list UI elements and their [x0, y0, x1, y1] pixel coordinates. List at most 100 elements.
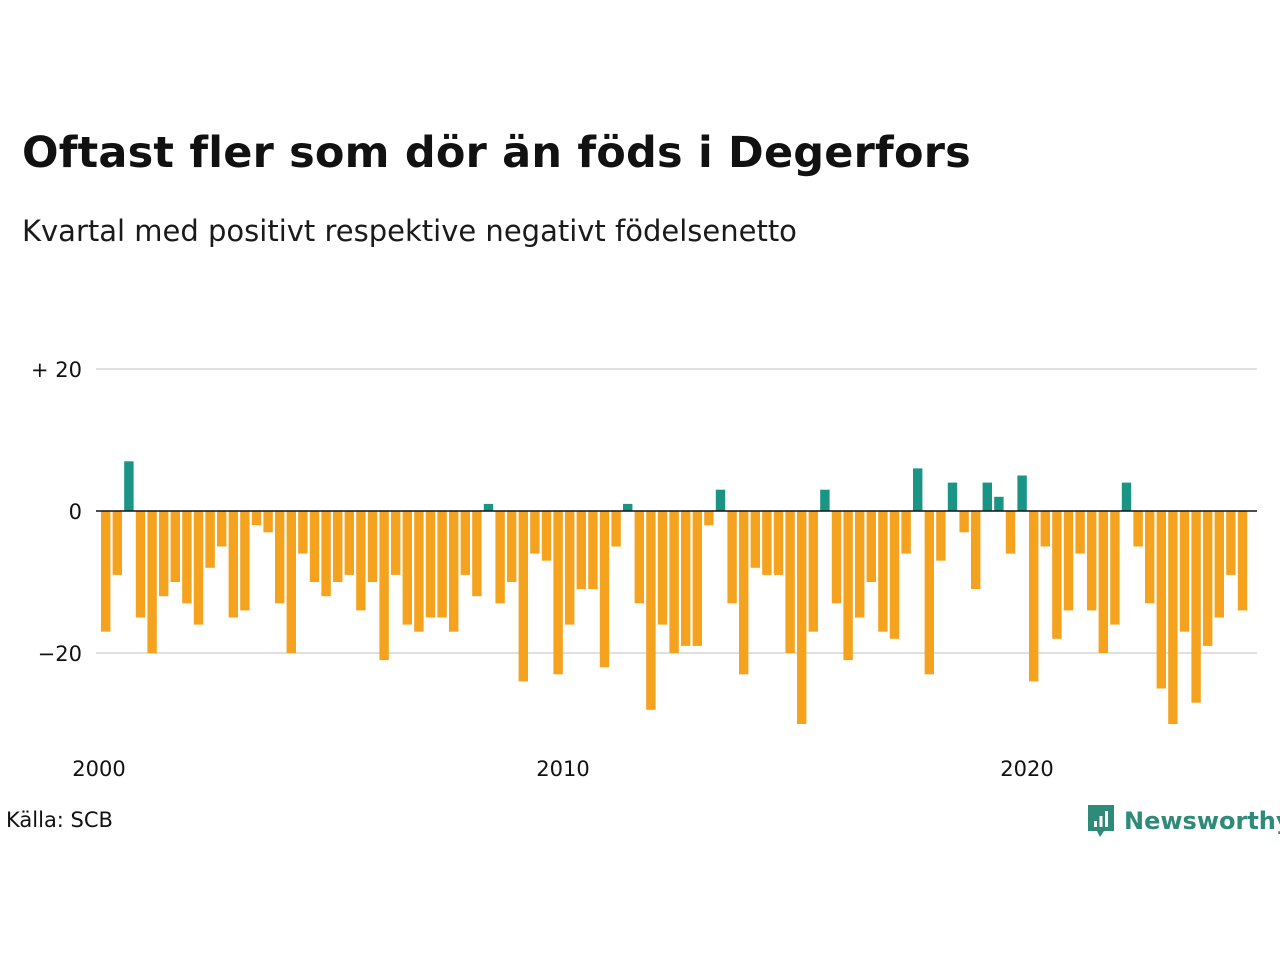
bar	[1075, 511, 1085, 554]
bar	[472, 511, 482, 597]
bar	[518, 511, 528, 682]
source-note: Källa: SCB	[6, 808, 113, 832]
bar	[1179, 511, 1190, 632]
bar	[681, 511, 691, 646]
bar	[831, 511, 842, 604]
bar	[1168, 511, 1178, 724]
bar	[855, 511, 865, 618]
bar	[449, 511, 459, 632]
x-tick-label: 2000	[72, 757, 125, 781]
bar	[959, 511, 969, 533]
bar	[1040, 511, 1050, 547]
bar	[205, 511, 215, 568]
bar	[878, 511, 888, 632]
bar	[1214, 511, 1224, 618]
y-tick-label: + 20	[31, 358, 82, 382]
bar	[495, 511, 505, 604]
y-tick-label: −20	[38, 642, 82, 666]
bar	[692, 511, 702, 646]
bar	[553, 511, 563, 675]
bar	[344, 511, 354, 575]
bar	[750, 511, 760, 568]
bar	[333, 511, 343, 582]
bar	[112, 511, 122, 575]
bar	[924, 511, 934, 675]
bar	[866, 511, 876, 582]
bar	[1203, 511, 1213, 646]
bar	[135, 511, 146, 618]
bar	[182, 511, 192, 604]
bar	[994, 496, 1004, 511]
bar	[843, 511, 853, 661]
bar	[739, 511, 749, 675]
bar	[507, 511, 517, 582]
bar	[530, 511, 540, 554]
bar	[657, 511, 668, 625]
bar	[715, 489, 726, 511]
bar	[124, 461, 134, 511]
bar	[646, 511, 656, 710]
bar	[228, 511, 238, 618]
bar	[936, 511, 946, 561]
bar	[901, 511, 911, 554]
bar	[217, 511, 227, 547]
chart-subtitle: Kvartal med positivt respektive negativt…	[22, 214, 797, 248]
bar	[820, 489, 830, 511]
bar	[634, 511, 644, 604]
bar	[565, 511, 575, 625]
bar	[367, 511, 378, 582]
bar	[623, 503, 633, 511]
bar	[460, 511, 470, 575]
newsworthy-logo-icon	[1088, 805, 1114, 837]
bar	[391, 511, 401, 575]
bar	[947, 482, 958, 511]
bar	[147, 511, 157, 653]
bar	[379, 511, 389, 661]
bar	[599, 511, 610, 668]
bar	[797, 511, 807, 724]
y-tick-label: 0	[69, 500, 82, 524]
bar	[193, 511, 204, 625]
bar	[1087, 511, 1097, 611]
bar	[159, 511, 169, 597]
bar	[611, 511, 621, 547]
bar	[425, 511, 436, 618]
bar	[356, 511, 366, 611]
bar	[275, 511, 285, 604]
bar	[541, 511, 552, 561]
bar	[437, 511, 447, 618]
bar	[913, 468, 923, 511]
x-tick-label: 2020	[1000, 757, 1053, 781]
bar	[1098, 511, 1108, 653]
brand-name: Newsworthy	[1124, 807, 1280, 835]
bar	[414, 511, 424, 632]
bar	[286, 511, 296, 653]
bar	[309, 511, 320, 582]
bar	[889, 511, 900, 639]
bar	[321, 511, 331, 597]
bar	[1237, 511, 1248, 611]
x-tick-label: 2010	[536, 757, 589, 781]
bar	[1191, 511, 1201, 703]
bar	[785, 511, 795, 653]
bar	[704, 511, 714, 526]
bar	[773, 511, 784, 575]
bar	[727, 511, 737, 604]
bar	[1145, 511, 1155, 604]
bar	[1063, 511, 1074, 611]
bar	[1156, 511, 1166, 689]
bar	[971, 511, 981, 590]
bar	[588, 511, 598, 590]
bar	[1005, 511, 1016, 554]
bar	[298, 511, 308, 554]
bar	[1052, 511, 1062, 639]
bar	[1110, 511, 1120, 625]
bar	[1121, 482, 1132, 511]
bar	[170, 511, 180, 582]
chart-title: Oftast fler som dör än föds i Degerfors	[22, 128, 971, 178]
brand-logo: Newsworthy	[1086, 800, 1280, 842]
bar	[240, 511, 250, 611]
bar	[101, 511, 111, 632]
bar	[402, 511, 412, 625]
bar	[251, 511, 262, 526]
